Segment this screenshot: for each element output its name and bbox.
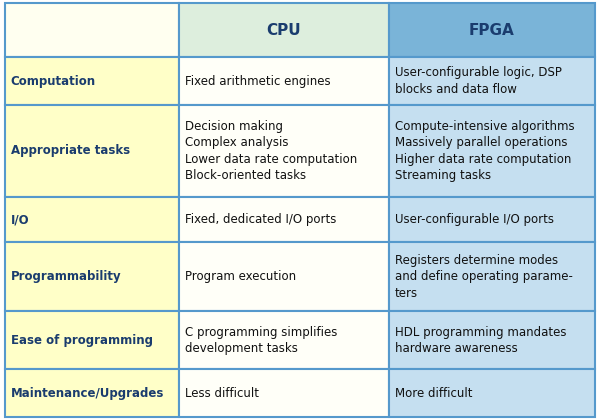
- Bar: [389, 105, 595, 197]
- Text: Programmability: Programmability: [11, 270, 121, 284]
- Text: Computation: Computation: [11, 75, 96, 88]
- Text: FPGA: FPGA: [469, 23, 515, 38]
- Bar: [179, 105, 389, 197]
- Bar: [179, 242, 389, 311]
- Text: More difficult: More difficult: [395, 386, 472, 399]
- Bar: [389, 197, 595, 242]
- Bar: [389, 58, 595, 105]
- Text: Program execution: Program execution: [185, 270, 296, 284]
- Bar: [389, 311, 595, 370]
- Bar: [179, 311, 389, 370]
- Bar: [389, 242, 595, 311]
- Text: Ease of programming: Ease of programming: [11, 334, 153, 347]
- Bar: [389, 3, 595, 58]
- Bar: [5, 242, 179, 311]
- Text: C programming simplifies
development tasks: C programming simplifies development tas…: [185, 326, 337, 355]
- Bar: [5, 3, 179, 58]
- Bar: [5, 370, 179, 417]
- Bar: [389, 370, 595, 417]
- Text: Less difficult: Less difficult: [185, 386, 259, 399]
- Text: CPU: CPU: [266, 23, 301, 38]
- Bar: [5, 105, 179, 197]
- Text: User-configurable logic, DSP
blocks and data flow: User-configurable logic, DSP blocks and …: [395, 66, 562, 96]
- Bar: [179, 58, 389, 105]
- Text: I/O: I/O: [11, 213, 29, 226]
- Text: HDL programming mandates
hardware awareness: HDL programming mandates hardware awaren…: [395, 326, 566, 355]
- Bar: [179, 370, 389, 417]
- Text: Maintenance/Upgrades: Maintenance/Upgrades: [11, 386, 164, 399]
- Text: User-configurable I/O ports: User-configurable I/O ports: [395, 213, 554, 226]
- Text: Registers determine modes
and define operating parame-
ters: Registers determine modes and define ope…: [395, 254, 572, 300]
- Bar: [5, 197, 179, 242]
- Text: Fixed, dedicated I/O ports: Fixed, dedicated I/O ports: [185, 213, 337, 226]
- Text: Fixed arithmetic engines: Fixed arithmetic engines: [185, 75, 331, 88]
- Bar: [179, 197, 389, 242]
- Text: Decision making
Complex analysis
Lower data rate computation
Block-oriented task: Decision making Complex analysis Lower d…: [185, 120, 357, 182]
- Bar: [179, 3, 389, 58]
- Bar: [5, 311, 179, 370]
- Text: Appropriate tasks: Appropriate tasks: [11, 144, 130, 158]
- Bar: [5, 58, 179, 105]
- Text: Compute-intensive algorithms
Massively parallel operations
Higher data rate comp: Compute-intensive algorithms Massively p…: [395, 120, 574, 182]
